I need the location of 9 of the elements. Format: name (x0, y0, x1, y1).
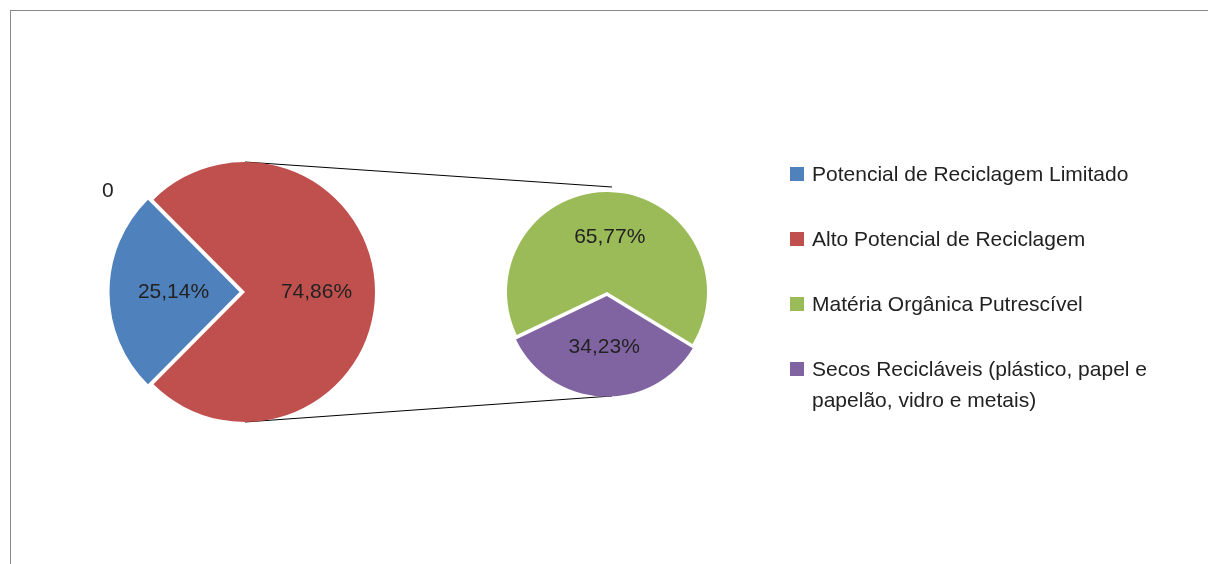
data-label: 34,23% (568, 333, 640, 357)
data-label: 65,77% (574, 223, 646, 247)
legend-label: Matéria Orgânica Putrescível (812, 291, 1083, 317)
legend-label: Potencial de Reciclagem Limitado (812, 161, 1129, 187)
legend-label: Alto Potencial de Reciclagem (812, 226, 1086, 252)
data-label: 74,86% (280, 278, 353, 302)
text: 0 (102, 178, 114, 202)
legend-label: Secos Recicláveis (plástico, papel e papelão, vidro e metais) (812, 356, 1148, 413)
data-label: 25,14% (137, 278, 210, 302)
